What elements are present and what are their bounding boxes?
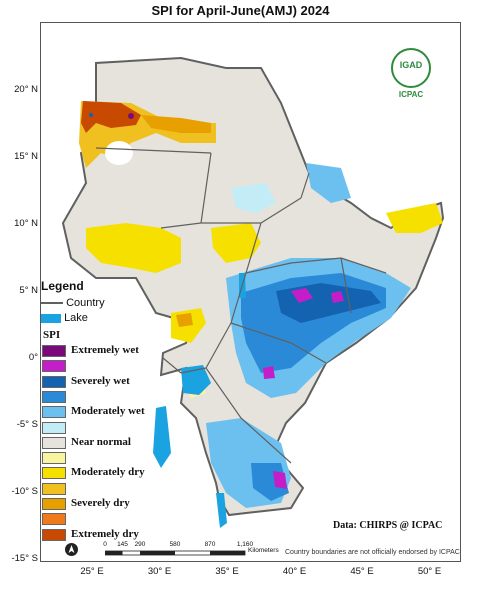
legend-title: Legend: [41, 279, 84, 293]
dry-zone-west: [86, 223, 181, 273]
lake-malawi: [216, 493, 227, 528]
spi-category-label: Severely dry: [71, 497, 130, 509]
latitude-label: 10° N: [14, 218, 38, 229]
dry-zone-central: [211, 223, 261, 263]
latitude-label: 15° N: [14, 151, 38, 162]
spi-category-label: Moderately wet: [71, 405, 145, 418]
latitude-label: 0°: [28, 352, 38, 363]
scale-tick-label: 290: [134, 541, 146, 548]
spi-swatch: [42, 345, 66, 357]
north-arrow-icon: [65, 543, 78, 556]
longitude-label: 50° E: [417, 566, 442, 577]
lake-tanganyika: [153, 406, 171, 468]
spi-map: [61, 56, 445, 528]
north-arrow-glyph: [68, 545, 75, 553]
lake-swatch-icon: [41, 313, 61, 323]
scale-tick-label: 870: [204, 541, 216, 548]
map-legend: Legend Country Lake SPI: [41, 279, 191, 341]
spi-category-label: Extremely dry: [71, 527, 139, 540]
legend-lake-row: Lake: [41, 312, 88, 324]
country-line-icon: [41, 302, 63, 305]
latitude-label: -5° S: [16, 419, 38, 430]
spi-swatch: [42, 390, 66, 403]
latitude-label: 20° N: [14, 84, 38, 95]
spi-swatch: [42, 498, 66, 510]
spi-swatch: [42, 360, 66, 373]
spi-category-label: Severely wet: [71, 374, 130, 387]
nodata-patch: [105, 141, 133, 165]
extremely-wet-south: [273, 471, 287, 489]
spi-category-label: Moderately dry: [71, 466, 145, 479]
longitude-label: 35° E: [215, 566, 239, 577]
legend-country-row: Country: [41, 297, 105, 309]
longitude-label: 40° E: [282, 566, 307, 577]
scale-tick-label: 145: [117, 541, 128, 548]
wet-north-ethiopia: [306, 163, 351, 203]
legend-spi-title: SPI: [43, 329, 61, 341]
country-borders: [95, 147, 387, 464]
africa-map-icon: IGAD: [391, 48, 431, 88]
spi-swatch: [42, 528, 66, 541]
spi-swatch: [42, 436, 66, 449]
spi-swatch: [42, 421, 66, 434]
scale-unit: Kilometers: [248, 547, 279, 554]
map-frame: [40, 22, 461, 562]
longitude-label: 45° E: [350, 566, 374, 577]
extremely-wet-somalia: [331, 291, 344, 303]
map-title: SPI for April-June(AMJ) 2024: [151, 3, 330, 18]
wet-spot-north: [89, 113, 93, 117]
extremely-wet-kenya: [263, 366, 275, 379]
legend-lake-label: Lake: [64, 312, 88, 324]
logo-top-text: IGAD: [399, 60, 423, 70]
legend-country-label: Country: [66, 297, 105, 309]
scale-tick-label: 0: [103, 541, 107, 548]
severe-dry-uganda: [176, 313, 193, 327]
spi-category-label: Extremely wet: [71, 344, 139, 356]
latitude-label: -15° S: [11, 553, 38, 564]
dry-zone-east: [386, 203, 443, 233]
latitude-label: -10° S: [11, 486, 38, 497]
spi-swatch: [42, 513, 66, 526]
data-credit: Data: CHIRPS @ ICPAC: [333, 520, 443, 531]
extreme-dry-north: [81, 101, 141, 133]
spi-swatch: [42, 467, 66, 480]
extremely-wet-spot-north: [128, 113, 134, 119]
longitude-label: 30° E: [147, 566, 172, 577]
igad-icpac-logo: IGAD ICPAC: [389, 48, 433, 108]
scale-tick-label: 1,160: [236, 541, 254, 548]
extremely-wet-ethiopia: [291, 288, 313, 303]
disclaimer: Country boundaries are not officially en…: [285, 549, 460, 556]
latitude-label: 5° N: [19, 285, 38, 296]
spi-swatch: [42, 452, 66, 465]
spi-category-label: Near normal: [71, 435, 131, 448]
severe-dry-north: [141, 115, 211, 133]
scale-bar: 0 145 290 580 870 1,160 Kilometers: [103, 541, 283, 559]
spi-swatch: [42, 406, 66, 419]
spi-swatch: [42, 375, 66, 388]
spi-swatch: [42, 482, 66, 495]
scale-bar-graphic: [105, 550, 246, 556]
lake-victoria: [181, 365, 211, 395]
wet-central-ethiopia: [231, 183, 276, 213]
logo-bottom-text: ICPAC: [398, 90, 424, 99]
scale-tick-label: 580: [169, 541, 181, 548]
longitude-label: 25° E: [80, 566, 104, 577]
